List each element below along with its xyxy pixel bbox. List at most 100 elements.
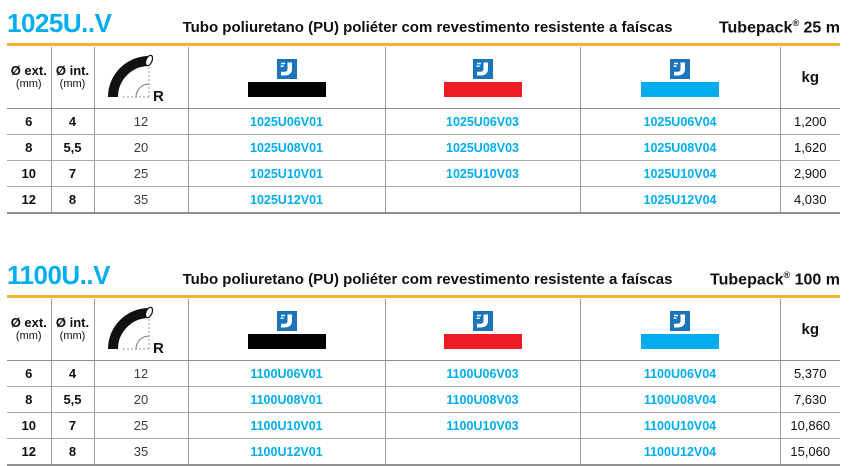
table-row: 10 7 25 1025U10V01 1025U10V03 1025U10V04…: [7, 160, 840, 187]
ext-diameter-value: 8: [7, 386, 51, 413]
col-header-bend-radius: [93, 299, 188, 361]
col-header-tube-black: [187, 299, 385, 361]
ext-diameter-value: 8: [7, 134, 51, 161]
part-number-red: [384, 186, 580, 214]
col-header-weight: kg: [779, 299, 840, 361]
int-diameter-value: 5,5: [50, 134, 94, 161]
table-row: 8 5,5 20 1025U08V01 1025U08V03 1025U08V0…: [7, 134, 840, 161]
part-number-black: 1100U06V01: [187, 360, 385, 387]
weight-label: kg: [801, 68, 819, 86]
ext-diameter-value: 12: [7, 186, 51, 214]
tubepack-spool-icon: [276, 310, 297, 331]
part-number-red: 1025U10V03: [384, 160, 580, 187]
model-code: 1100U..V: [7, 260, 110, 290]
tube-color-swatch-red: [443, 333, 522, 349]
bend-radius-tube-icon: [99, 47, 183, 103]
table-row: 12 8 35 1100U12V01 1100U12V04 15,060: [7, 438, 840, 466]
pack-name: Tubepack: [718, 19, 793, 36]
int-diameter-value: 7: [50, 160, 94, 187]
ext-unit: (mm): [15, 78, 42, 90]
bend-radius-value: 25: [93, 412, 188, 439]
int-unit: (mm): [59, 330, 86, 342]
bend-radius-value: 35: [93, 186, 188, 214]
col-header-tube-blue: [579, 299, 780, 361]
weight-value: 2,900: [779, 160, 840, 187]
weight-value: 1,200: [779, 108, 840, 135]
int-diameter-value: 5,5: [50, 386, 94, 413]
part-number-black: 1100U12V01: [187, 438, 385, 466]
catalog-page: 1025U..V Tubo poliuretano (PU) poliéter …: [7, 8, 840, 466]
product-section-1100: 1100U..V Tubo poliuretano (PU) poliéter …: [7, 260, 840, 466]
col-header-bend-radius: [93, 47, 188, 109]
part-number-black: 1100U08V01: [187, 386, 385, 413]
int-diameter-value: 8: [50, 438, 94, 466]
spec-table: Ø ext. (mm) Ø int. (mm): [7, 47, 840, 214]
tube-color-swatch-black: [247, 333, 326, 349]
col-header-int-diameter: Ø int. (mm): [50, 299, 94, 361]
pack-quantity: 100 m: [794, 271, 840, 288]
tube-color-swatch-blue: [641, 81, 719, 97]
part-number-red: 1025U06V03: [384, 108, 580, 135]
ext-diameter-value: 6: [7, 108, 51, 135]
col-header-ext-diameter: Ø ext. (mm): [7, 47, 51, 109]
weight-value: 1,620: [779, 134, 840, 161]
product-section-1025: 1025U..V Tubo poliuretano (PU) poliéter …: [7, 8, 840, 214]
part-number-black: 1025U10V01: [187, 160, 385, 187]
table-row: 8 5,5 20 1100U08V01 1100U08V03 1100U08V0…: [7, 386, 840, 413]
pack-info: Tubepack® 100 m: [690, 270, 840, 289]
weight-value: 15,060: [779, 438, 840, 466]
tubepack-spool-icon: [276, 58, 297, 79]
int-diameter-value: 8: [50, 186, 94, 214]
col-header-tube-red: [384, 299, 580, 361]
table-row: 10 7 25 1100U10V01 1100U10V03 1100U10V04…: [7, 412, 840, 439]
tubepack-spool-icon: [670, 310, 690, 331]
tubepack-spool-icon: [472, 58, 493, 79]
ext-diameter-value: 10: [7, 412, 51, 439]
int-diameter-value: 4: [50, 360, 94, 387]
orange-rule: [7, 295, 840, 298]
model-code: 1025U..V: [7, 8, 112, 38]
weight-value: 4,030: [779, 186, 840, 214]
ext-diameter-value: 12: [7, 438, 51, 466]
col-header-ext-diameter: Ø ext. (mm): [7, 299, 51, 361]
tube-color-swatch-red: [443, 81, 522, 97]
ext-label: Ø ext.: [10, 63, 47, 78]
table-row: 6 4 12 1025U06V01 1025U06V03 1025U06V04 …: [7, 108, 840, 135]
int-diameter-value: 4: [50, 108, 94, 135]
bend-radius-value: 35: [93, 438, 188, 466]
col-header-tube-black: [187, 47, 385, 109]
part-number-blue: 1100U10V04: [579, 412, 780, 439]
ext-diameter-value: 10: [7, 160, 51, 187]
col-header-tube-red: [384, 47, 580, 109]
part-number-blue: 1025U10V04: [579, 160, 780, 187]
ext-label: Ø ext.: [10, 315, 47, 330]
product-description: Tubo poliuretano (PU) poliéter com reves…: [182, 19, 673, 36]
int-diameter-value: 7: [50, 412, 94, 439]
spec-table: Ø ext. (mm) Ø int. (mm): [7, 299, 840, 466]
weight-value: 7,630: [779, 386, 840, 413]
pack-name: Tubepack: [710, 271, 784, 288]
bend-radius-value: 20: [93, 134, 188, 161]
part-number-blue: 1100U12V04: [579, 438, 780, 466]
part-number-red: 1100U06V03: [384, 360, 580, 387]
registered-mark: ®: [783, 269, 791, 280]
bend-radius-value: 12: [93, 108, 188, 135]
ext-diameter-value: 6: [7, 360, 51, 387]
col-header-tube-blue: [579, 47, 780, 109]
tubepack-spool-icon: [472, 310, 493, 331]
ext-unit: (mm): [15, 330, 42, 342]
tube-color-swatch-black: [247, 81, 326, 97]
part-number-blue: 1100U06V04: [579, 360, 780, 387]
bend-radius-value: 20: [93, 386, 188, 413]
section-header: 1025U..V Tubo poliuretano (PU) poliéter …: [7, 8, 840, 42]
header-row: Ø ext. (mm) Ø int. (mm): [7, 47, 840, 109]
col-header-int-diameter: Ø int. (mm): [50, 47, 94, 109]
table-row: 12 8 35 1025U12V01 1025U12V04 4,030: [7, 186, 840, 214]
int-label: Ø int.: [55, 315, 90, 330]
section-header: 1100U..V Tubo poliuretano (PU) poliéter …: [7, 260, 840, 294]
part-number-red: 1100U08V03: [384, 386, 580, 413]
part-number-black: 1025U12V01: [187, 186, 385, 214]
weight-label: kg: [801, 320, 819, 338]
registered-mark: ®: [792, 17, 800, 28]
int-label: Ø int.: [55, 63, 90, 78]
